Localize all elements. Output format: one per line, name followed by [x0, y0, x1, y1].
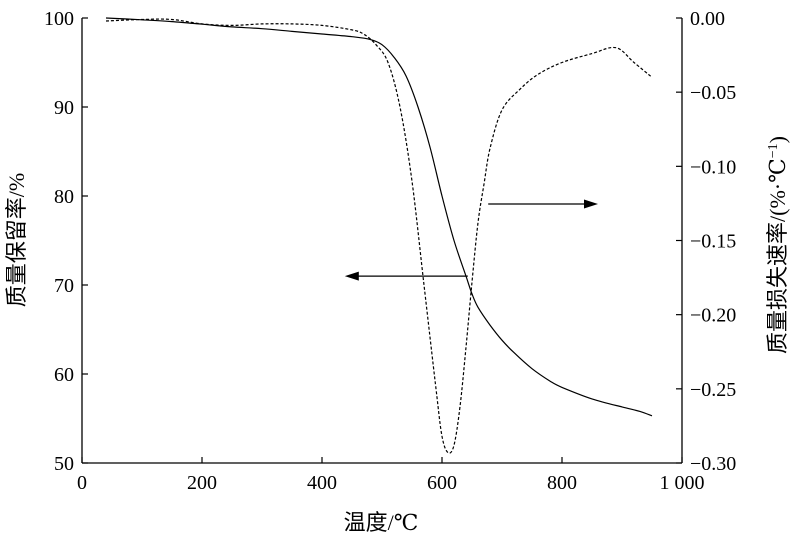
left-y-tick-label: 100 — [44, 8, 74, 30]
x-tick-label: 200 — [187, 472, 217, 494]
right-y-tick-label: −0.15 — [690, 231, 736, 253]
x-axis-ticks: 0 200 400 600 800 1 000 — [77, 457, 705, 494]
annotations — [344, 199, 598, 281]
arrow-to-right-axis-head — [584, 199, 598, 209]
right-y-tick-label: −0.20 — [690, 305, 736, 327]
x-tick-label: 400 — [307, 472, 337, 494]
right-y-axis-label-sup: −1 — [766, 143, 781, 158]
left-y-tick-label: 80 — [54, 186, 74, 208]
left-y-tick-label: 50 — [54, 453, 74, 475]
right-y-tick-label: 0.00 — [690, 8, 725, 30]
x-tick-label: 1 000 — [660, 472, 705, 494]
left-y-axis-ticks: 50 60 70 80 90 100 — [44, 8, 88, 475]
mass-loss-rate-curve — [105, 18, 653, 454]
right-y-axis-label-end: ) — [765, 136, 790, 143]
left-y-axis-label: 质量保留率/% — [4, 173, 29, 307]
series-group — [105, 17, 653, 454]
right-y-tick-label: −0.05 — [690, 82, 736, 104]
left-y-tick-label: 90 — [54, 97, 74, 119]
arrow-to-left-axis-head — [344, 271, 359, 281]
right-y-tick-label: −0.30 — [690, 453, 736, 475]
x-axis-label: 温度/℃ — [344, 510, 419, 535]
x-tick-label: 0 — [77, 472, 87, 494]
left-y-tick-label: 60 — [54, 364, 74, 386]
right-y-tick-label: −0.25 — [690, 379, 736, 401]
right-y-axis-label: 质量损失速率/(%·℃−1) — [765, 136, 790, 354]
x-tick-label: 600 — [427, 472, 457, 494]
mass-retention-curve — [105, 17, 653, 417]
right-y-axis-ticks: 0.00 −0.05 −0.10 −0.15 −0.20 −0.25 −0.30 — [676, 8, 736, 475]
axes — [81, 18, 683, 464]
right-y-axis-label-main: 质量损失速率/(%·℃ — [765, 158, 790, 354]
x-tick-label: 800 — [547, 472, 577, 494]
right-y-tick-label: −0.10 — [690, 156, 736, 178]
left-y-tick-label: 70 — [54, 275, 74, 297]
